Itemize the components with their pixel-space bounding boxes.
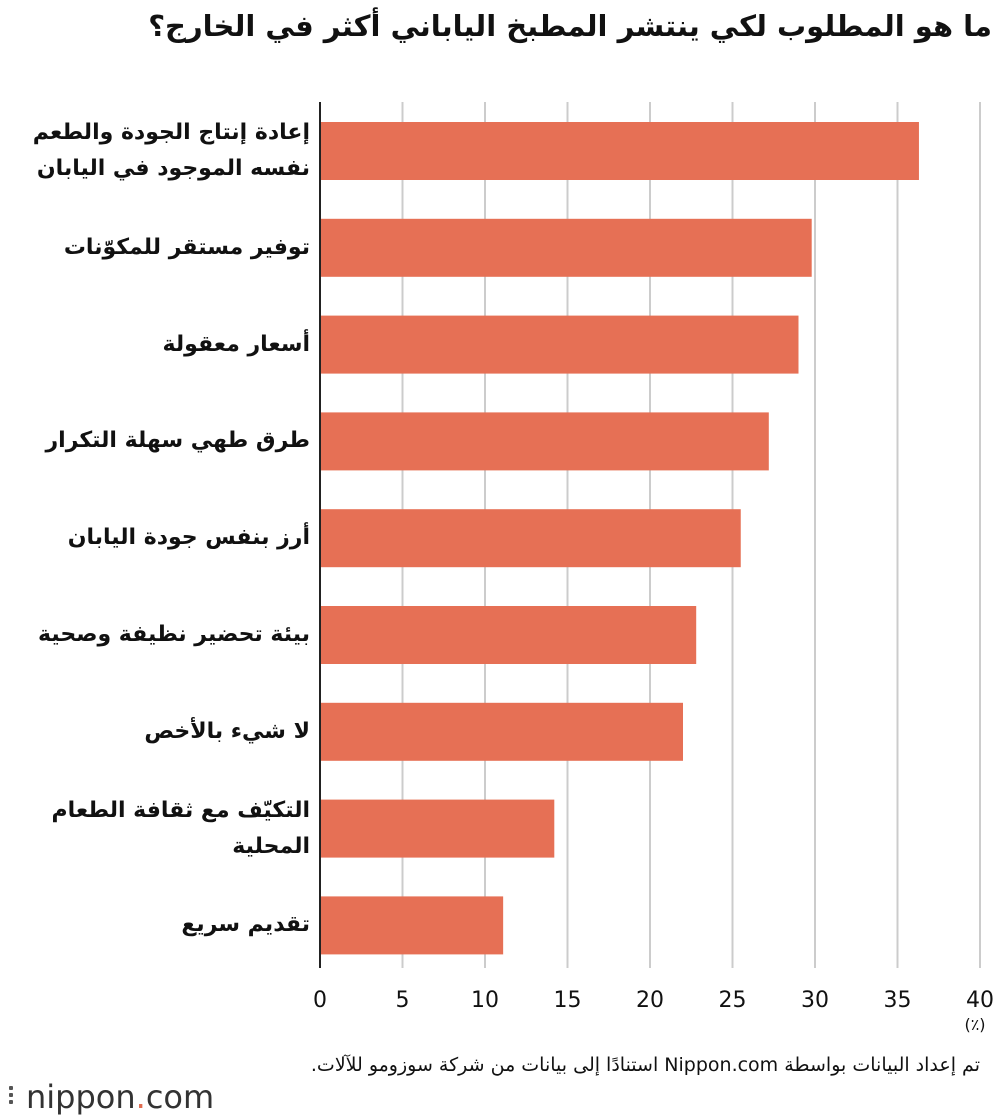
category-label: أسعار معقولة: [162, 331, 310, 357]
x-tick-label: 40: [966, 988, 994, 1013]
chart-title: ما هو المطلوب لكي ينتشر المطبخ الياباني …: [148, 9, 992, 43]
category-label: إعادة إنتاج الجودة والطعم نفسه الموجود ف…: [32, 120, 310, 181]
bar-chart: 0 5 10 15 20 25 30 35 40 (٪): [313, 102, 994, 1034]
category-label: توفير مستقر للمكوّنات: [63, 234, 310, 260]
x-unit-label: (٪): [964, 1015, 985, 1034]
bar: [320, 315, 799, 374]
x-tick-label: 0: [313, 988, 327, 1013]
bar: [320, 606, 697, 664]
bar: [320, 218, 812, 277]
category-label: تقديم سريع: [181, 912, 310, 938]
bar: [320, 509, 741, 568]
x-tick-label: 25: [719, 988, 747, 1013]
source-note: تم إعداد البيانات بواسطة Nippon.com استن…: [310, 1054, 980, 1076]
bar: [320, 122, 919, 180]
category-label: طرق طهي سهلة التكرار: [45, 428, 310, 454]
category-label: التكيّف مع ثقافة الطعام المحلية: [51, 797, 310, 859]
logo-mark-icon: [6, 1084, 20, 1110]
bar: [320, 799, 555, 858]
bar: [320, 702, 683, 761]
bar: [320, 412, 769, 471]
x-tick-label: 15: [554, 988, 582, 1013]
x-tick-label: 35: [884, 988, 912, 1013]
nippon-logo: nippon.com: [6, 1078, 214, 1116]
category-label: لا شيء بالأخص: [144, 718, 310, 744]
x-tick-label: 5: [396, 988, 410, 1013]
category-label: أرز بنفس جودة اليابان: [67, 525, 310, 551]
x-tick-label: 30: [801, 988, 829, 1013]
x-tick-label: 10: [471, 988, 499, 1013]
category-label: بيئة تحضير نظيفة وصحية: [38, 622, 310, 647]
bar: [320, 896, 504, 955]
x-tick-label: 20: [636, 988, 664, 1013]
